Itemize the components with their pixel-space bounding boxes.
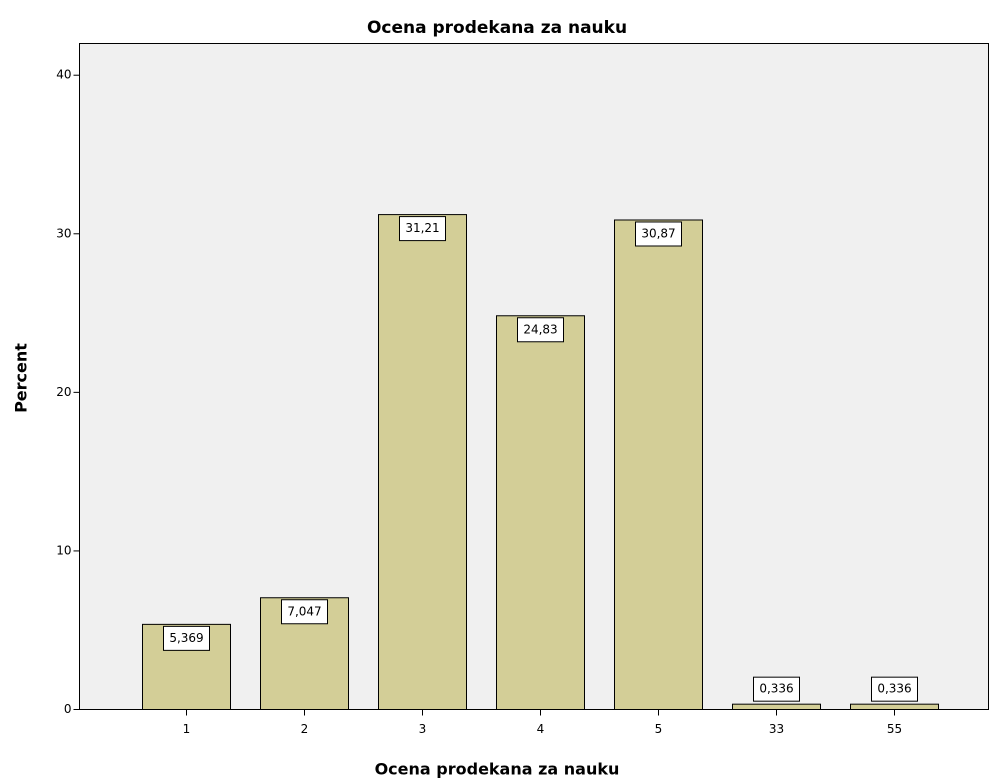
y-tick-label: 20	[56, 385, 71, 399]
y-tick-label: 40	[56, 68, 71, 82]
bar	[850, 703, 939, 710]
value-label: 30,87	[641, 226, 675, 240]
value-label: 31,21	[405, 221, 439, 235]
x-axis-label: Ocena prodekana za nauku	[375, 760, 620, 779]
value-label-box	[635, 221, 682, 247]
bar	[378, 214, 467, 710]
x-tick-label: 33	[769, 722, 784, 736]
value-label-box	[399, 216, 446, 242]
x-tick-label: 3	[419, 722, 427, 736]
x-tick-label: 4	[537, 722, 545, 736]
value-label: 0,336	[877, 682, 911, 696]
value-label: 24,83	[523, 322, 557, 336]
bar	[614, 219, 703, 711]
value-label: 0,336	[759, 682, 793, 696]
value-label-box	[517, 317, 564, 343]
value-label: 5,369	[169, 631, 203, 645]
x-tick-label: 1	[183, 722, 191, 736]
bar	[732, 703, 821, 710]
y-tick-label: 0	[64, 702, 72, 716]
value-label-box	[281, 599, 328, 625]
y-tick-label: 10	[56, 543, 71, 557]
y-tick-label: 30	[56, 226, 71, 240]
y-axis-label: Percent	[12, 343, 31, 413]
chart-title: Ocena prodekana za nauku	[367, 18, 627, 38]
bar	[496, 315, 585, 710]
value-label-box	[163, 625, 210, 651]
value-label: 7,047	[287, 604, 321, 618]
x-tick-label: 55	[887, 722, 902, 736]
value-label-box	[753, 676, 800, 702]
x-tick-label: 5	[655, 722, 663, 736]
x-tick-label: 2	[301, 722, 309, 736]
value-label-box	[871, 676, 918, 702]
